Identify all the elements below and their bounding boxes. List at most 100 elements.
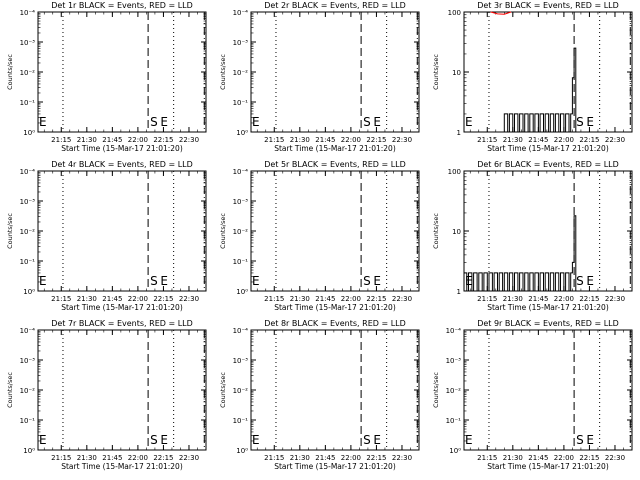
- y-tick-label: 10⁻⁴: [233, 9, 249, 17]
- left-end-marker-label: E: [252, 433, 260, 447]
- y-tick-label: 10⁻²: [446, 387, 462, 395]
- start-marker-label: S: [150, 433, 158, 447]
- left-end-marker-label: E: [465, 115, 473, 129]
- x-tick-label: 22:30: [392, 454, 412, 462]
- y-tick-label: 10: [452, 228, 461, 236]
- x-tick-label: 22:15: [153, 295, 173, 303]
- end-marker-label: E: [160, 115, 168, 129]
- chart-panel-7: Det 7r BLACK = Events, RED = LLD 10⁰ 10⁻¹ 1…: [6, 319, 207, 471]
- end-marker-label: E: [373, 433, 381, 447]
- y-axis-label: Counts/sec: [432, 213, 440, 249]
- start-marker-label: S: [150, 274, 158, 288]
- chart-panel-9: Det 9r BLACK = Events, RED = LLD 10⁰ 10⁻¹ 1…: [432, 319, 633, 471]
- x-tick-label: 22:30: [605, 454, 625, 462]
- x-tick-label: 22:15: [153, 454, 173, 462]
- x-tick-label: 22:15: [366, 136, 386, 144]
- x-tick-label: 22:00: [128, 136, 148, 144]
- chart-panel-2: Det 2r BLACK = Events, RED = LLD 10⁰ 10⁻¹ 1…: [219, 1, 420, 153]
- start-marker-label: S: [150, 115, 158, 129]
- x-tick-label: 22:30: [605, 136, 625, 144]
- y-tick-label: 10⁻¹: [233, 417, 249, 425]
- end-marker-label: E: [160, 433, 168, 447]
- x-tick-label: 21:15: [264, 295, 284, 303]
- x-tick-label: 21:30: [503, 454, 523, 462]
- x-tick-label: 22:00: [341, 454, 361, 462]
- y-tick-label: 10⁻⁴: [20, 9, 36, 17]
- chart-panel-5: Det 5r BLACK = Events, RED = LLD 10⁰ 10⁻¹ 1…: [219, 160, 420, 312]
- x-tick-label: 22:30: [179, 295, 199, 303]
- x-tick-label: 21:45: [102, 454, 122, 462]
- x-tick-label: 22:00: [128, 454, 148, 462]
- x-axis-label: Start Time (15-Mar-17 21:01:20): [274, 303, 396, 312]
- x-tick-label: 22:15: [366, 454, 386, 462]
- x-tick-label: 21:15: [51, 295, 71, 303]
- x-tick-label: 21:45: [102, 295, 122, 303]
- x-tick-label: 22:30: [605, 295, 625, 303]
- y-axis-label: Counts/sec: [432, 372, 440, 408]
- x-tick-label: 22:00: [554, 295, 574, 303]
- x-tick-label: 22:15: [366, 295, 386, 303]
- x-tick-label: 22:00: [554, 454, 574, 462]
- y-tick-label: 10⁻³: [20, 357, 36, 365]
- x-axis-label: Start Time (15-Mar-17 21:01:20): [274, 462, 396, 471]
- y-tick-label: 10⁻¹: [446, 417, 462, 425]
- y-tick-label: 10⁻⁴: [20, 327, 36, 335]
- y-tick-label: 10⁻³: [233, 198, 249, 206]
- x-tick-label: 21:30: [290, 295, 310, 303]
- start-marker-label: S: [363, 433, 371, 447]
- chart-title: Det 3r BLACK = Events, RED = LLD: [477, 1, 619, 10]
- y-tick-label: 100: [448, 9, 461, 17]
- x-axis-label: Start Time (15-Mar-17 21:01:20): [487, 303, 609, 312]
- y-tick-label: 10⁰: [23, 447, 35, 455]
- start-marker-label: S: [576, 433, 584, 447]
- x-tick-label: 22:15: [579, 295, 599, 303]
- y-tick-label: 10⁻²: [233, 387, 249, 395]
- end-marker-label: E: [586, 115, 594, 129]
- x-tick-label: 21:15: [264, 136, 284, 144]
- series-events-line: [330, 290, 360, 291]
- x-tick-label: 21:15: [51, 454, 71, 462]
- series-events-line: [464, 215, 578, 291]
- y-tick-label: 10⁻¹: [20, 99, 36, 107]
- y-axis-label: Counts/sec: [219, 372, 227, 408]
- x-tick-label: 22:30: [392, 136, 412, 144]
- x-tick-label: 21:30: [290, 454, 310, 462]
- end-marker-label: E: [373, 274, 381, 288]
- chart-title: Det 5r BLACK = Events, RED = LLD: [264, 160, 406, 169]
- y-tick-label: 10⁻¹: [233, 99, 249, 107]
- chart-panel-1: Det 1r BLACK = Events, RED = LLD 10⁰ 10⁻¹ 1…: [6, 1, 207, 153]
- left-end-marker-label: E: [252, 115, 260, 129]
- chart-title: Det 7r BLACK = Events, RED = LLD: [51, 319, 193, 328]
- chart-panel-8: Det 8r BLACK = Events, RED = LLD 10⁰ 10⁻¹ 1…: [219, 319, 420, 471]
- x-tick-label: 22:30: [179, 454, 199, 462]
- x-tick-label: 22:15: [153, 136, 173, 144]
- x-tick-label: 21:30: [77, 295, 97, 303]
- y-tick-label: 1: [457, 288, 461, 296]
- x-tick-label: 21:30: [290, 136, 310, 144]
- end-marker-label: E: [586, 433, 594, 447]
- x-axis-label: Start Time (15-Mar-17 21:01:20): [487, 462, 609, 471]
- left-end-marker-label: E: [252, 274, 260, 288]
- y-tick-label: 10⁰: [449, 447, 461, 455]
- chart-title: Det 6r BLACK = Events, RED = LLD: [477, 160, 619, 169]
- left-end-marker-label: E: [39, 433, 47, 447]
- y-tick-label: 10⁻²: [20, 69, 36, 77]
- y-axis-label: Counts/sec: [219, 54, 227, 90]
- x-tick-label: 21:15: [477, 454, 497, 462]
- x-tick-label: 22:30: [179, 136, 199, 144]
- series-lld-line: [490, 11, 512, 15]
- start-marker-label: S: [363, 115, 371, 129]
- chart-title: Det 4r BLACK = Events, RED = LLD: [51, 160, 193, 169]
- y-tick-label: 10⁰: [23, 288, 35, 296]
- y-tick-label: 10⁻²: [233, 228, 249, 236]
- x-tick-label: 21:30: [77, 136, 97, 144]
- x-tick-label: 21:15: [264, 454, 284, 462]
- chart-panel-6: Det 6r BLACK = Events, RED = LLD 1 10 100 Co…: [432, 160, 633, 312]
- y-axis-label: Counts/sec: [219, 213, 227, 249]
- y-tick-label: 10⁻³: [20, 198, 36, 206]
- end-marker-label: E: [586, 274, 594, 288]
- x-axis-label: Start Time (15-Mar-17 21:01:20): [274, 144, 396, 153]
- left-end-marker-label: E: [465, 433, 473, 447]
